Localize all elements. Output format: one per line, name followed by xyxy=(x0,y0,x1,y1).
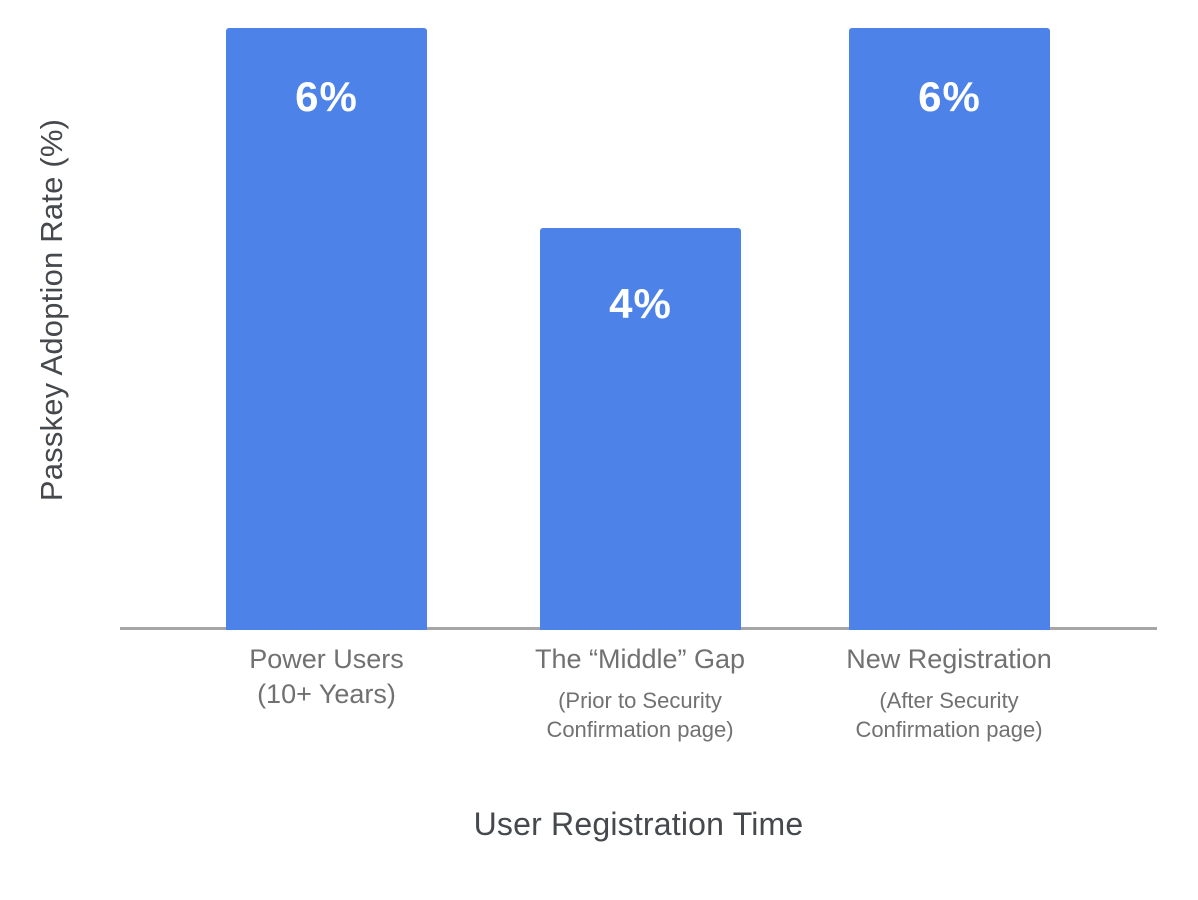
bar-value-label: 4% xyxy=(609,280,672,327)
bar-1: 6% xyxy=(226,28,427,630)
category-label-3: New Registration (After Security Confirmat… xyxy=(779,642,1119,744)
bar-value-label: 6% xyxy=(918,73,981,120)
category-label-1: Power Users (10+ Years) xyxy=(157,642,497,712)
category-label-sub-block: (Prior to Security Confirmation page) xyxy=(470,686,810,744)
category-label-sub-block: (After Security Confirmation page) xyxy=(779,686,1119,744)
category-label-2: The “Middle” Gap (Prior to Security Confir… xyxy=(470,642,810,744)
category-label-main-line: (10+ Years) xyxy=(257,679,396,709)
category-label-sub-line: (Prior to Security xyxy=(558,688,722,713)
bar-value-label: 6% xyxy=(295,73,358,120)
category-label-main-line: Power Users xyxy=(249,644,404,674)
category-label-main-line: New Registration xyxy=(846,644,1052,674)
category-label-sub-line: Confirmation page) xyxy=(546,717,734,742)
bar-3: 6% xyxy=(849,28,1050,630)
category-label-sub-line: Confirmation page) xyxy=(855,717,1043,742)
category-label-sub-line: (After Security xyxy=(879,688,1019,713)
y-axis-title: Passkey Adoption Rate (%) xyxy=(34,118,69,502)
x-axis-title: User Registration Time xyxy=(473,806,804,842)
category-label-main-line: The “Middle” Gap xyxy=(534,644,746,674)
bar-2: 4% xyxy=(540,228,741,630)
plot-area: 6% 4% 6% xyxy=(120,0,1157,632)
